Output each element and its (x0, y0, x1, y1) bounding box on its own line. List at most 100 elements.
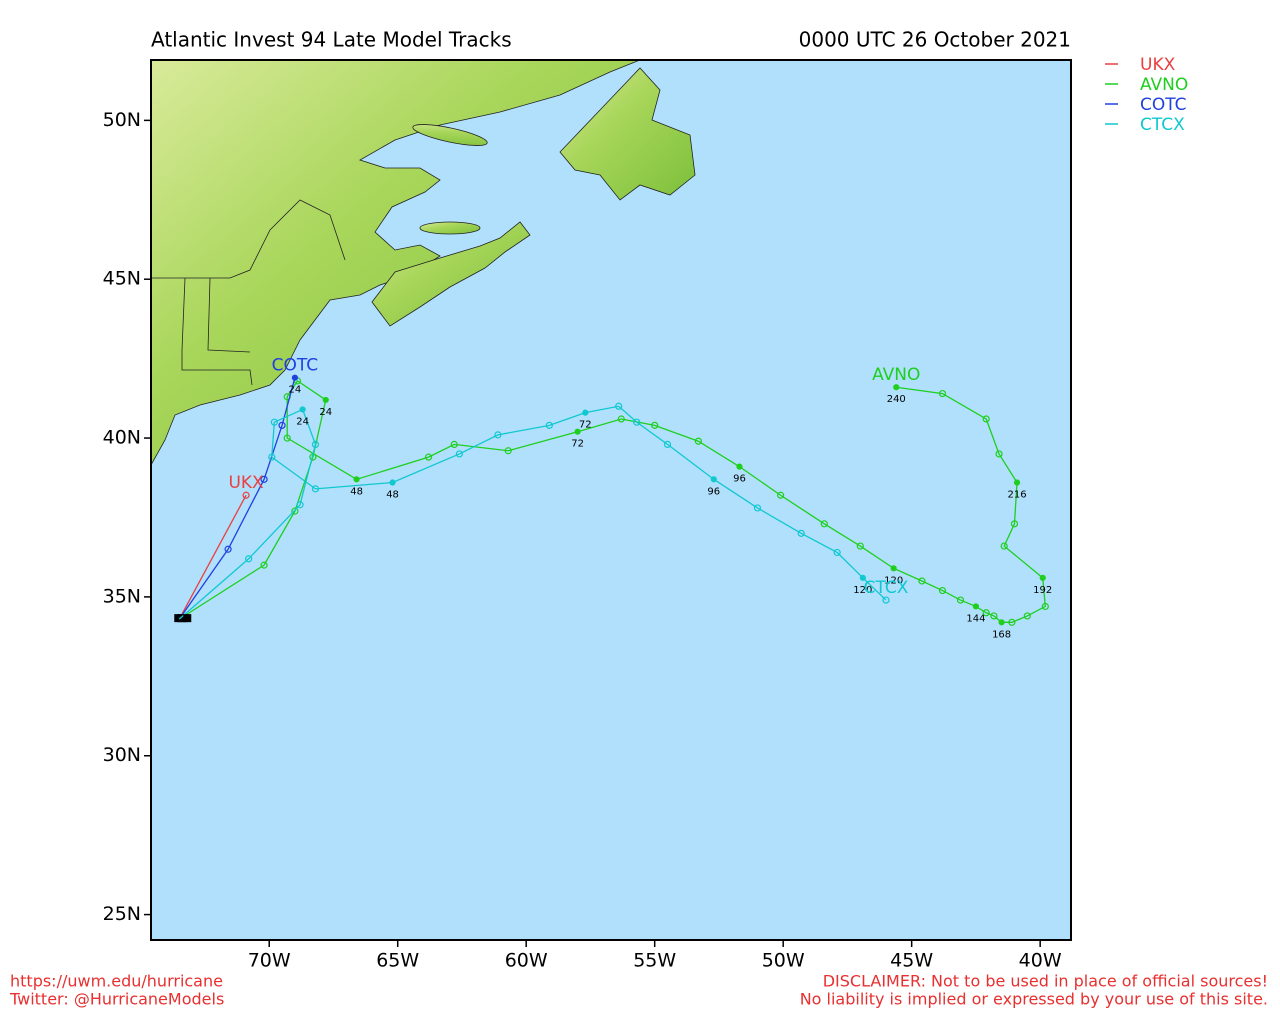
track-point (633, 418, 641, 426)
track-point (856, 542, 864, 550)
track-point (224, 545, 232, 553)
footer-left: https://uwm.edu/hurricane (10, 972, 223, 991)
chart-title: Atlantic Invest 94 Late Model Tracks (151, 28, 512, 52)
track-point (311, 485, 320, 493)
track-point (494, 431, 502, 439)
hour-label: 72 (579, 420, 592, 431)
hour-label: 120 (884, 575, 903, 586)
y-tick-label: 40N (103, 427, 141, 449)
hour-label: 72 (571, 439, 584, 450)
y-tick-label: 30N (103, 744, 141, 766)
borders (207, 277, 251, 353)
track-point-filled (322, 396, 329, 404)
track-point (424, 453, 433, 461)
x-tick-label: 70W (248, 950, 291, 972)
hour-label: 192 (1033, 585, 1052, 596)
track-point (278, 421, 286, 429)
track-point (938, 586, 947, 595)
track-name: COTC (272, 356, 319, 376)
footer-right: No liability is implied or expressed by … (800, 990, 1268, 1009)
x-tick-label: 65W (376, 950, 419, 972)
anticosti (412, 124, 488, 146)
track-point (455, 450, 463, 458)
track-point (753, 504, 762, 512)
chart-subtitle: 0000 UTC 26 October 2021 (799, 28, 1071, 52)
track-point (995, 450, 1003, 458)
track-point-filled (893, 384, 900, 391)
track-point (1008, 618, 1016, 626)
track-point-filled (389, 479, 396, 486)
track-point (617, 415, 625, 423)
track-point (982, 609, 990, 617)
y-tick-label: 25N (103, 903, 141, 925)
hour-label: 24 (296, 416, 309, 427)
hour-label: 240 (887, 394, 906, 405)
track-point (242, 491, 250, 499)
track-point-filled (998, 619, 1005, 626)
y-tick-label: 50N (103, 109, 141, 131)
hour-label: 168 (992, 629, 1011, 640)
track-point (1023, 612, 1031, 620)
track-point (260, 475, 268, 483)
track-line (178, 494, 247, 620)
track-point (956, 596, 965, 604)
track-point (615, 402, 623, 410)
track-point-filled (353, 476, 360, 483)
track-point (450, 440, 458, 449)
track-point (545, 421, 553, 429)
nova-scotia (371, 221, 531, 327)
track-point (1010, 520, 1019, 528)
track-point (270, 418, 278, 426)
legend-label: CTCX (1140, 115, 1185, 135)
track-point (504, 447, 512, 455)
start-marker (183, 614, 192, 623)
track-point-filled (972, 603, 980, 610)
borders (181, 277, 253, 386)
track-point-filled (582, 409, 589, 416)
y-tick-label: 35N (103, 585, 141, 607)
track-point (990, 612, 998, 620)
hour-label: 120 (853, 585, 872, 596)
track-point (260, 561, 268, 569)
hour-label: 144 (966, 613, 985, 624)
hour-label: 216 (1007, 490, 1026, 501)
track-point (938, 389, 947, 398)
track-point (311, 440, 320, 449)
land (151, 60, 696, 466)
pei (419, 221, 481, 235)
frame (150, 59, 1072, 941)
track-point (1041, 602, 1049, 611)
footer-left: Twitter: @HurricaneModels (9, 990, 224, 1009)
track-point (918, 577, 926, 585)
track-point (694, 437, 702, 445)
track-point (820, 520, 828, 528)
track-point (245, 555, 253, 563)
hour-label: 48 (350, 486, 363, 497)
newfoundland (559, 67, 696, 201)
track-point (283, 434, 291, 442)
y-tick-label: 45N (103, 268, 141, 290)
track-point-filled (1039, 574, 1046, 581)
track-point (982, 415, 990, 423)
hour-label: 96 (707, 486, 720, 497)
track-point-filled (859, 574, 866, 581)
x-tick-label: 50W (762, 950, 805, 972)
legend-label: UKX (1140, 55, 1176, 75)
track-point (833, 548, 841, 557)
track-point-filled (291, 374, 299, 381)
track-name: CTCX (864, 578, 909, 598)
track-point (663, 440, 672, 449)
tracks: 24 48 72 96 120 144 168 192 216 240 24 24 48 72 96 120 (174, 374, 1052, 640)
track-name: AVNO (872, 365, 920, 385)
track-point (268, 453, 276, 461)
track-point-filled (890, 565, 897, 572)
track-point-filled (574, 428, 581, 435)
track-point (797, 529, 805, 537)
track-point (296, 501, 304, 509)
track-line (178, 379, 1046, 623)
x-tick-label: 40W (1019, 950, 1062, 972)
track-point (291, 507, 299, 515)
track-name: UKX (228, 473, 264, 493)
legend-label: COTC (1140, 95, 1187, 115)
x-tick-label: 60W (505, 950, 548, 972)
